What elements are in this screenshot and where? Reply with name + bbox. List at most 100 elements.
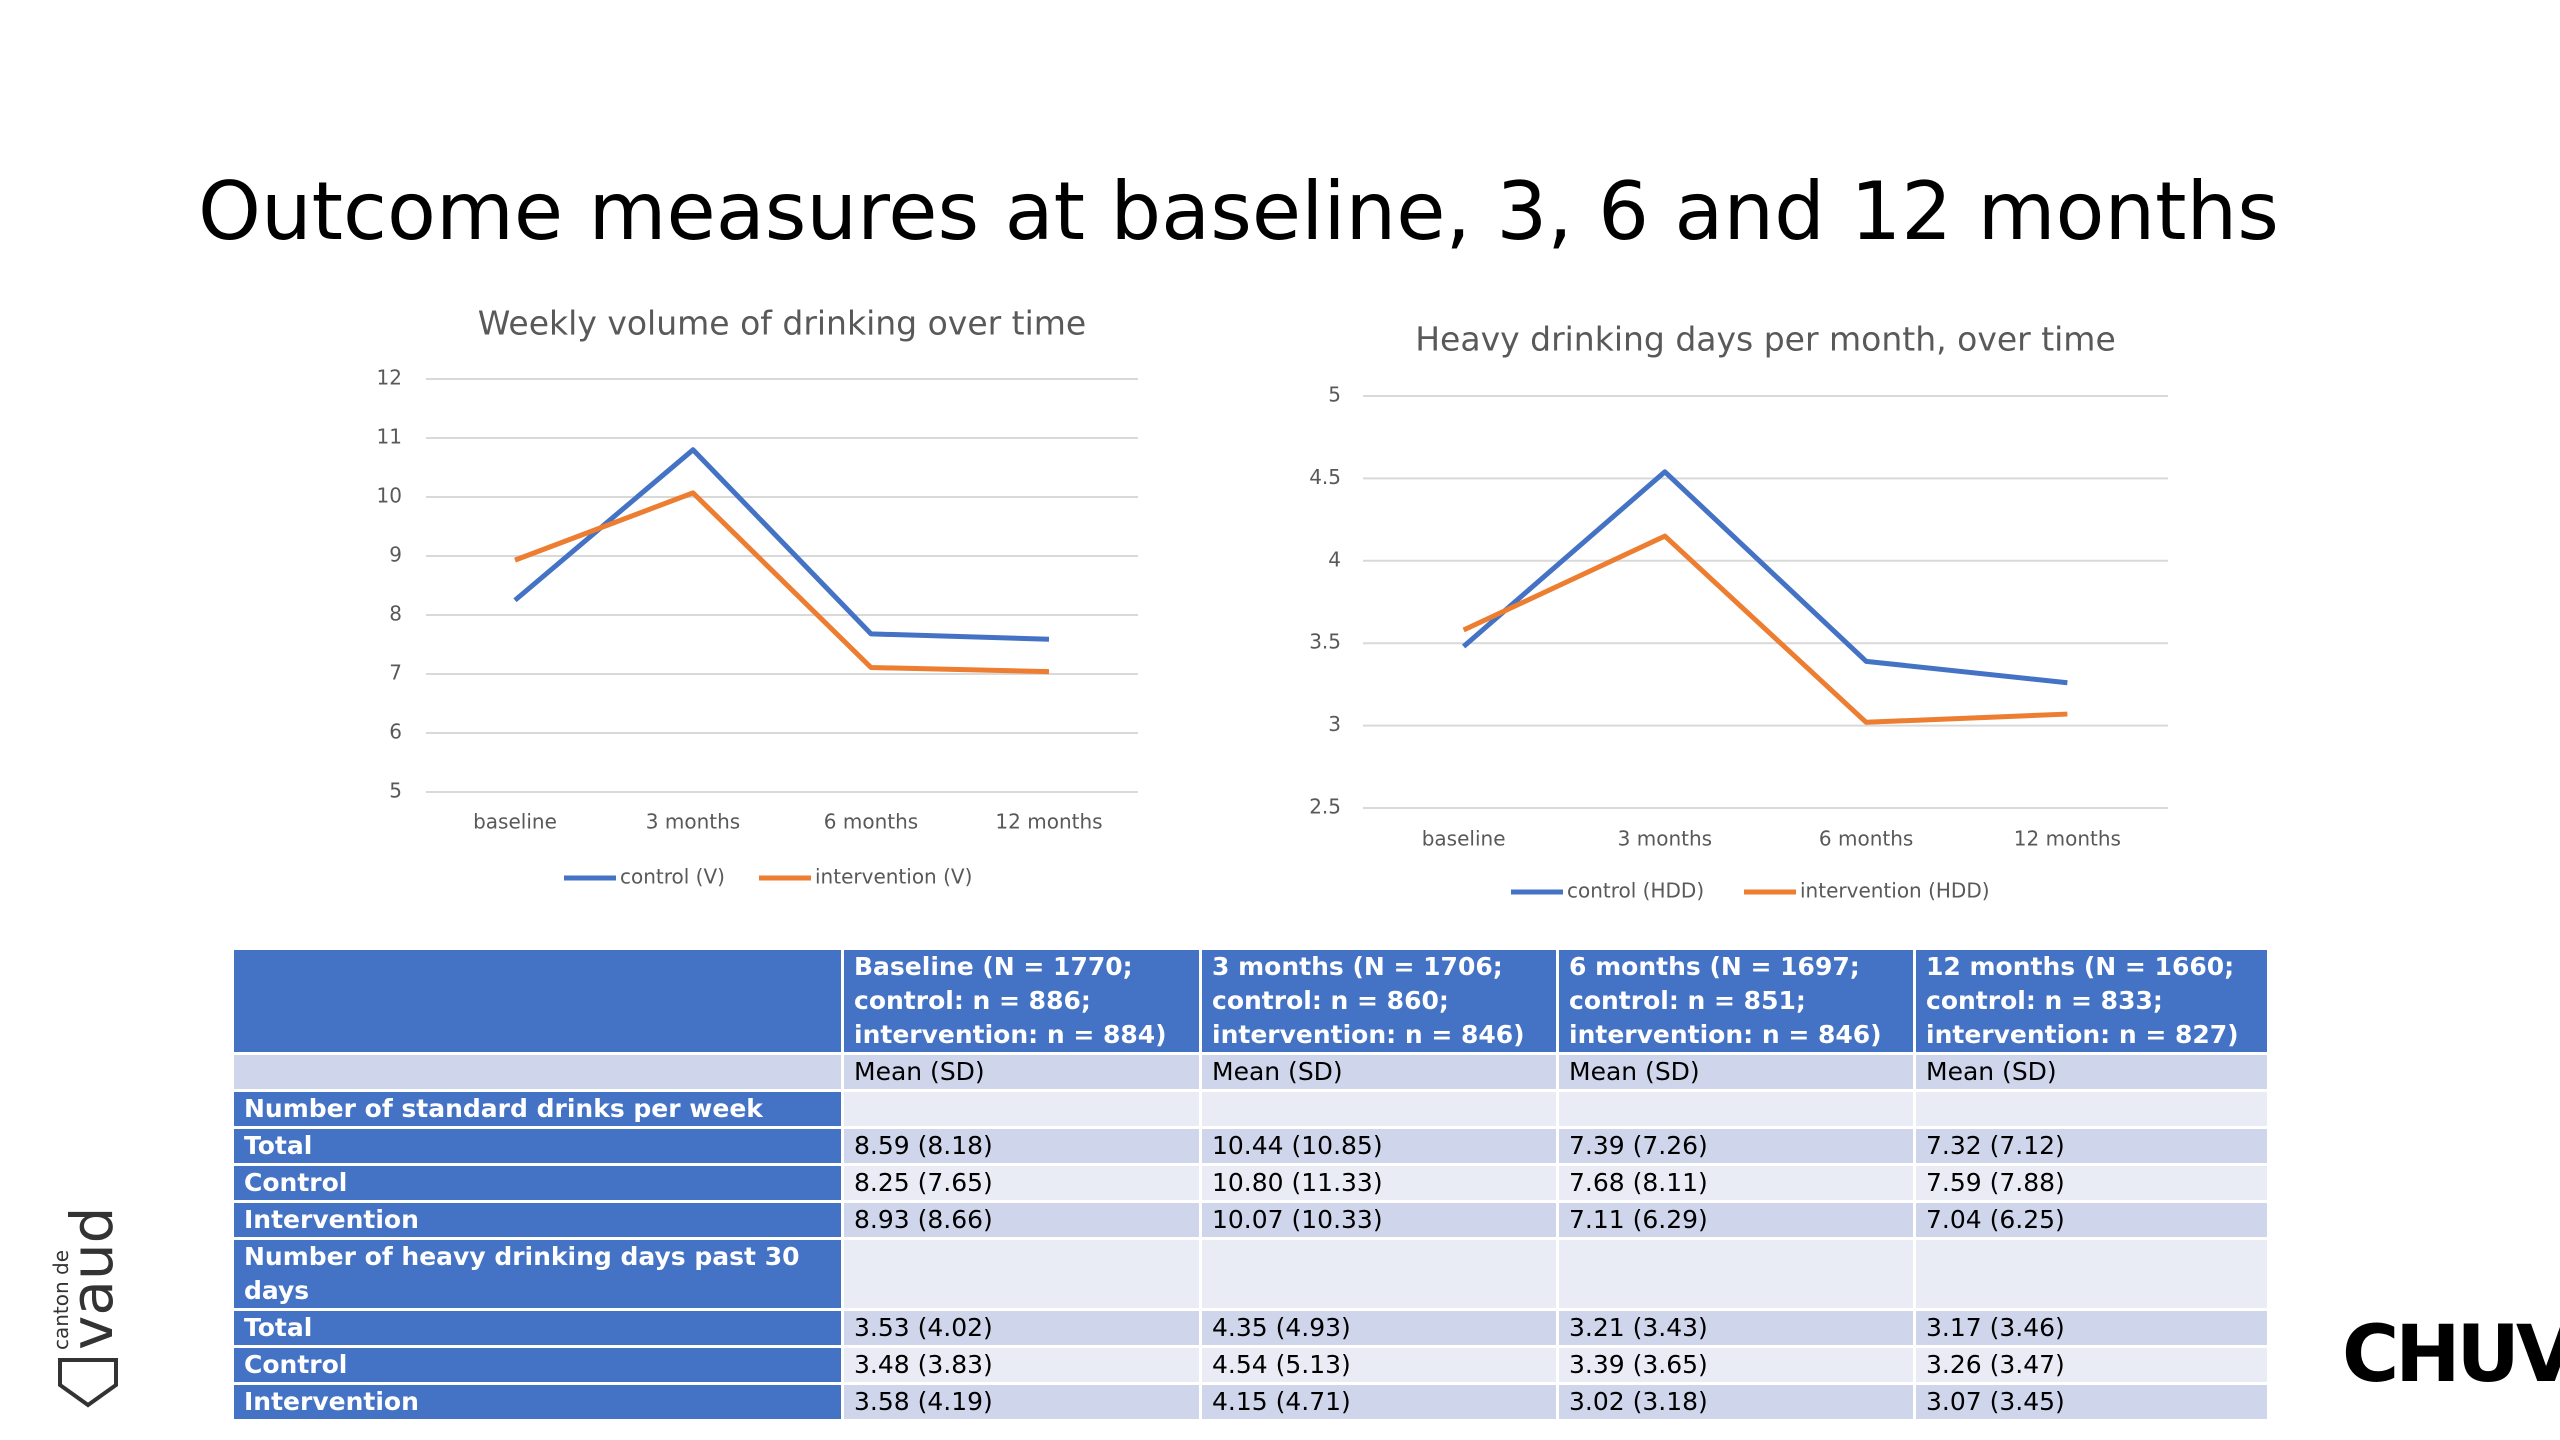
cell: 3.53 (4.02) [841, 1308, 1202, 1348]
cell: 3.39 (3.65) [1556, 1345, 1916, 1385]
cell [1913, 1089, 2270, 1129]
header-cell [231, 947, 844, 1055]
y-tick-label: 12 [377, 366, 402, 390]
cell: 7.11 (6.29) [1556, 1200, 1916, 1240]
y-tick-label: 2.5 [1309, 795, 1341, 819]
canton-shield [58, 1358, 118, 1408]
cell [1913, 1237, 2270, 1311]
series-line [513, 447, 1050, 642]
cell: 4.15 (4.71) [1199, 1382, 1559, 1422]
subheader-cell: Mean (SD) [1199, 1052, 1559, 1092]
y-tick-label: 8 [389, 602, 402, 626]
legend-label: intervention (HDD) [1800, 879, 1990, 903]
cell: 4.35 (4.93) [1199, 1308, 1559, 1348]
y-tick-label: 3.5 [1309, 630, 1341, 654]
cell: 7.59 (7.88) [1913, 1163, 2270, 1203]
slide-title: Outcome measures at baseline, 3, 6 and 1… [198, 165, 2279, 258]
subheader-cell: Mean (SD) [841, 1052, 1202, 1092]
section-title: Number of standard drinks per week [231, 1089, 844, 1129]
cell: 3.17 (3.46) [1913, 1308, 2270, 1348]
y-tick-label: 11 [377, 425, 402, 449]
cell [231, 1052, 844, 1092]
row-label: Intervention [231, 1200, 844, 1240]
table-row: Number of standard drinks per week [231, 1089, 2270, 1129]
x-tick-label: 6 months [824, 810, 918, 834]
table-row: Control 3.48 (3.83) 4.54 (5.13) 3.39 (3.65)… [231, 1345, 2270, 1385]
cell: 3.58 (4.19) [841, 1382, 1202, 1422]
legend-label: control (V) [620, 865, 725, 889]
cell [841, 1237, 1202, 1311]
row-label: Control [231, 1163, 844, 1203]
charts: Weekly volume of drinking over time 5 6 7 8 9… [377, 304, 2168, 903]
subheader-cell: Mean (SD) [1913, 1052, 2270, 1092]
canton-logo: canton de vaud [40, 1210, 130, 1410]
cell: 8.93 (8.66) [841, 1200, 1202, 1240]
cell: 7.32 (7.12) [1913, 1126, 2270, 1166]
header-cell: 12 months (N = 1660; control: n = 833; i… [1913, 947, 2270, 1055]
subheader-cell: Mean (SD) [1556, 1052, 1916, 1092]
row-label: Total [231, 1126, 844, 1166]
y-tick-label: 4.5 [1309, 465, 1341, 489]
cell: 3.48 (3.83) [841, 1345, 1202, 1385]
table-row: Intervention 3.58 (4.19) 4.15 (4.71) 3.02 (… [231, 1382, 2270, 1422]
x-tick-label: baseline [1422, 827, 1506, 851]
x-tick-label: 12 months [995, 810, 1102, 834]
y-tick-label: 10 [377, 484, 402, 508]
table-row: Total 8.59 (8.18) 10.44 (10.85) 7.39 (7.26)… [231, 1126, 2270, 1166]
cell: 10.80 (11.33) [1199, 1163, 1559, 1203]
chart-title: Weekly volume of drinking over time [478, 304, 1087, 343]
cell: 8.59 (8.18) [841, 1126, 1202, 1166]
x-tick-label: 6 months [1819, 827, 1913, 851]
cell: 7.39 (7.26) [1556, 1126, 1916, 1166]
table-row: Baseline (N = 1770; control: n = 886; in… [231, 947, 2270, 1055]
y-tick-label: 3 [1328, 712, 1341, 736]
cell: 7.68 (8.11) [1556, 1163, 1916, 1203]
table-row: Mean (SD) Mean (SD) Mean (SD) Mean (SD) [231, 1052, 2270, 1092]
table-row: Intervention 8.93 (8.66) 10.07 (10.33) 7.11… [231, 1200, 2270, 1240]
row-label: Total [231, 1308, 844, 1348]
x-tick-label: 3 months [646, 810, 740, 834]
table-row: Number of heavy drinking days past 30 da… [231, 1237, 2270, 1311]
cell: 7.04 (6.25) [1913, 1200, 2270, 1240]
cell: 10.07 (10.33) [1199, 1200, 1559, 1240]
y-tick-label: 6 [389, 720, 402, 744]
x-tick-label: 3 months [1618, 827, 1712, 851]
cell: 4.54 (5.13) [1199, 1345, 1559, 1385]
cell: 3.02 (3.18) [1556, 1382, 1916, 1422]
cell [1556, 1089, 1916, 1129]
chart-title: Heavy drinking days per month, over time [1415, 320, 2116, 359]
cell: 8.25 (7.65) [841, 1163, 1202, 1203]
canton-small: canton de [49, 1250, 73, 1350]
cell: 3.07 (3.45) [1913, 1382, 2270, 1422]
row-label: Intervention [231, 1382, 844, 1422]
cell: 10.44 (10.85) [1199, 1126, 1559, 1166]
header-cell: Baseline (N = 1770; control: n = 886; in… [841, 947, 1202, 1055]
series-line [1461, 469, 2068, 686]
cell [841, 1089, 1202, 1129]
hospital-logo: CHUV [2342, 1310, 2560, 1400]
canton-logo-art: canton de vaud [49, 1210, 126, 1408]
cell: 3.21 (3.43) [1556, 1308, 1916, 1348]
legend-label: intervention (V) [815, 865, 972, 889]
y-tick-label: 5 [1328, 383, 1341, 407]
header-cell: 3 months (N = 1706; control: n = 860; in… [1199, 947, 1559, 1055]
row-label: Control [231, 1345, 844, 1385]
table-row: Control 8.25 (7.65) 10.80 (11.33) 7.68 (8.1… [231, 1163, 2270, 1203]
cell: 3.26 (3.47) [1913, 1345, 2270, 1385]
series-line [514, 490, 1050, 675]
y-tick-label: 9 [389, 543, 402, 567]
legend-label: control (HDD) [1567, 879, 1704, 903]
table-row: Total 3.53 (4.02) 4.35 (4.93) 3.21 (3.43) 3.… [231, 1308, 2270, 1348]
cell [1199, 1237, 1559, 1311]
canton-large: vaud [58, 1210, 126, 1350]
results-table: Baseline (N = 1770; control: n = 886; in… [231, 947, 2270, 1422]
cell [1556, 1237, 1916, 1311]
y-tick-label: 5 [389, 779, 402, 803]
series-line [1462, 533, 2068, 725]
y-tick-label: 4 [1328, 547, 1341, 571]
x-tick-label: baseline [473, 810, 557, 834]
cell [1199, 1089, 1559, 1129]
y-tick-label: 7 [389, 661, 402, 685]
header-cell: 6 months (N = 1697; control: n = 851; in… [1556, 947, 1916, 1055]
